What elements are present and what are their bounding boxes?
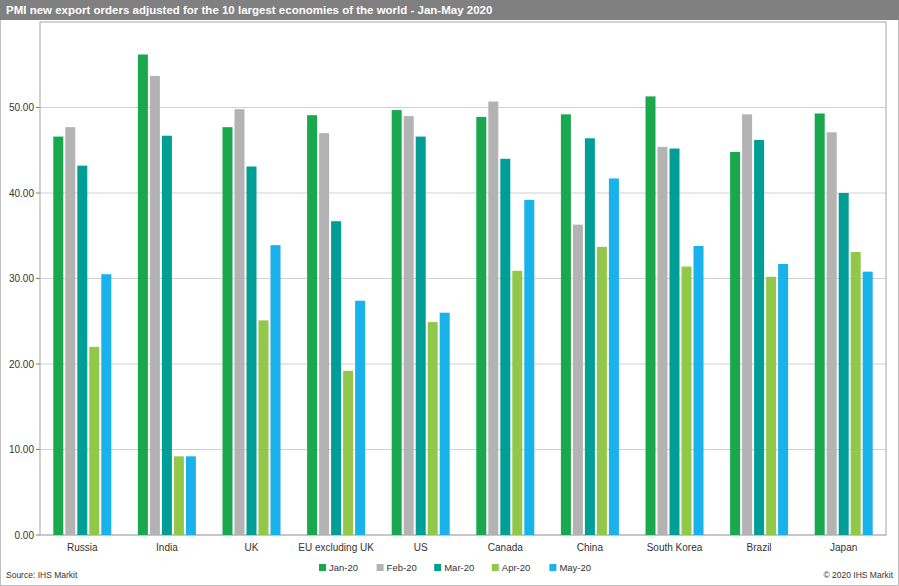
background <box>1 1 899 586</box>
tick-label: 20.00 <box>9 359 34 370</box>
category-label: Brazil <box>747 542 772 553</box>
bar <box>138 54 148 535</box>
bar <box>319 133 329 535</box>
bar <box>851 252 861 535</box>
bar <box>343 371 353 535</box>
source: Source: IHS Markit <box>6 570 78 580</box>
category-label: Japan <box>830 542 857 553</box>
legend-swatch <box>492 564 499 571</box>
category-label: South Korea <box>647 542 703 553</box>
category-label: UK <box>245 542 259 553</box>
legend-label: Apr-20 <box>502 562 531 573</box>
title: PMI new export orders adjusted for the 1… <box>6 4 492 16</box>
bar <box>694 246 704 535</box>
grid-line <box>40 107 886 108</box>
bar <box>742 114 752 535</box>
category-label: Canada <box>488 542 523 553</box>
bar <box>730 152 740 535</box>
bars <box>53 54 872 535</box>
bar <box>162 136 172 535</box>
tick-label: 30.00 <box>9 273 34 284</box>
bar <box>174 456 184 535</box>
tick-label: 0.00 <box>15 530 35 541</box>
title-bar <box>0 0 899 20</box>
legend-label: Mar-20 <box>444 562 474 573</box>
bar <box>827 132 837 535</box>
bar <box>307 115 317 535</box>
legend-swatch <box>434 564 441 571</box>
copyright: © 2020 IHS Markit <box>823 570 893 580</box>
bar <box>223 127 233 535</box>
legend-label: Jan-20 <box>329 562 358 573</box>
bar <box>500 159 510 535</box>
tick-mark <box>36 193 40 194</box>
bar <box>754 140 764 535</box>
bar <box>488 102 498 535</box>
legend-label: Feb-20 <box>387 562 417 573</box>
tick-mark <box>36 278 40 279</box>
bar <box>355 301 365 535</box>
category-label: US <box>414 542 428 553</box>
bar <box>585 138 595 535</box>
bar <box>77 166 87 535</box>
bar <box>609 178 619 535</box>
bar <box>65 127 75 535</box>
legend-swatch <box>377 564 384 571</box>
category-label: EU excluding UK <box>298 542 374 553</box>
category-label: India <box>156 542 178 553</box>
chart: PMI new export orders adjusted for the 1… <box>0 0 899 586</box>
tick-mark <box>36 107 40 108</box>
legend-swatch <box>319 564 326 571</box>
bar <box>89 347 99 535</box>
tick-label: 40.00 <box>9 188 34 199</box>
bar <box>778 264 788 535</box>
bar <box>815 113 825 535</box>
bar <box>863 272 873 535</box>
bar <box>247 166 257 535</box>
bar <box>428 322 438 535</box>
bar <box>512 271 522 535</box>
bar <box>597 247 607 535</box>
bar <box>440 313 450 535</box>
bar <box>271 245 281 535</box>
legend-label: May-20 <box>559 562 591 573</box>
bar <box>235 109 245 535</box>
bar <box>101 274 111 535</box>
bar <box>524 200 534 535</box>
bar <box>259 320 269 535</box>
bar <box>53 137 63 535</box>
tick-mark <box>36 364 40 365</box>
bar <box>682 267 692 535</box>
category-label: Russia <box>67 542 98 553</box>
bar <box>839 193 849 535</box>
tick-label: 10.00 <box>9 444 34 455</box>
tick-label: 50.00 <box>9 102 34 113</box>
legend: Jan-20 Feb-20 Mar-20 Apr-20 May-20 <box>319 562 591 573</box>
bar <box>658 147 668 535</box>
tick-mark <box>36 449 40 450</box>
bar <box>573 225 583 535</box>
bar <box>404 116 414 535</box>
legend-swatch <box>549 564 556 571</box>
plot-frame <box>40 22 886 535</box>
bar <box>186 456 196 535</box>
bar <box>150 76 160 535</box>
bar <box>670 149 680 535</box>
category-label: China <box>577 542 604 553</box>
tick-mark <box>36 535 40 536</box>
bar <box>392 110 402 535</box>
bar <box>561 114 571 535</box>
bar <box>646 96 656 535</box>
bar <box>416 137 426 535</box>
bar <box>766 277 776 535</box>
bar <box>476 117 486 535</box>
bar <box>331 221 341 535</box>
